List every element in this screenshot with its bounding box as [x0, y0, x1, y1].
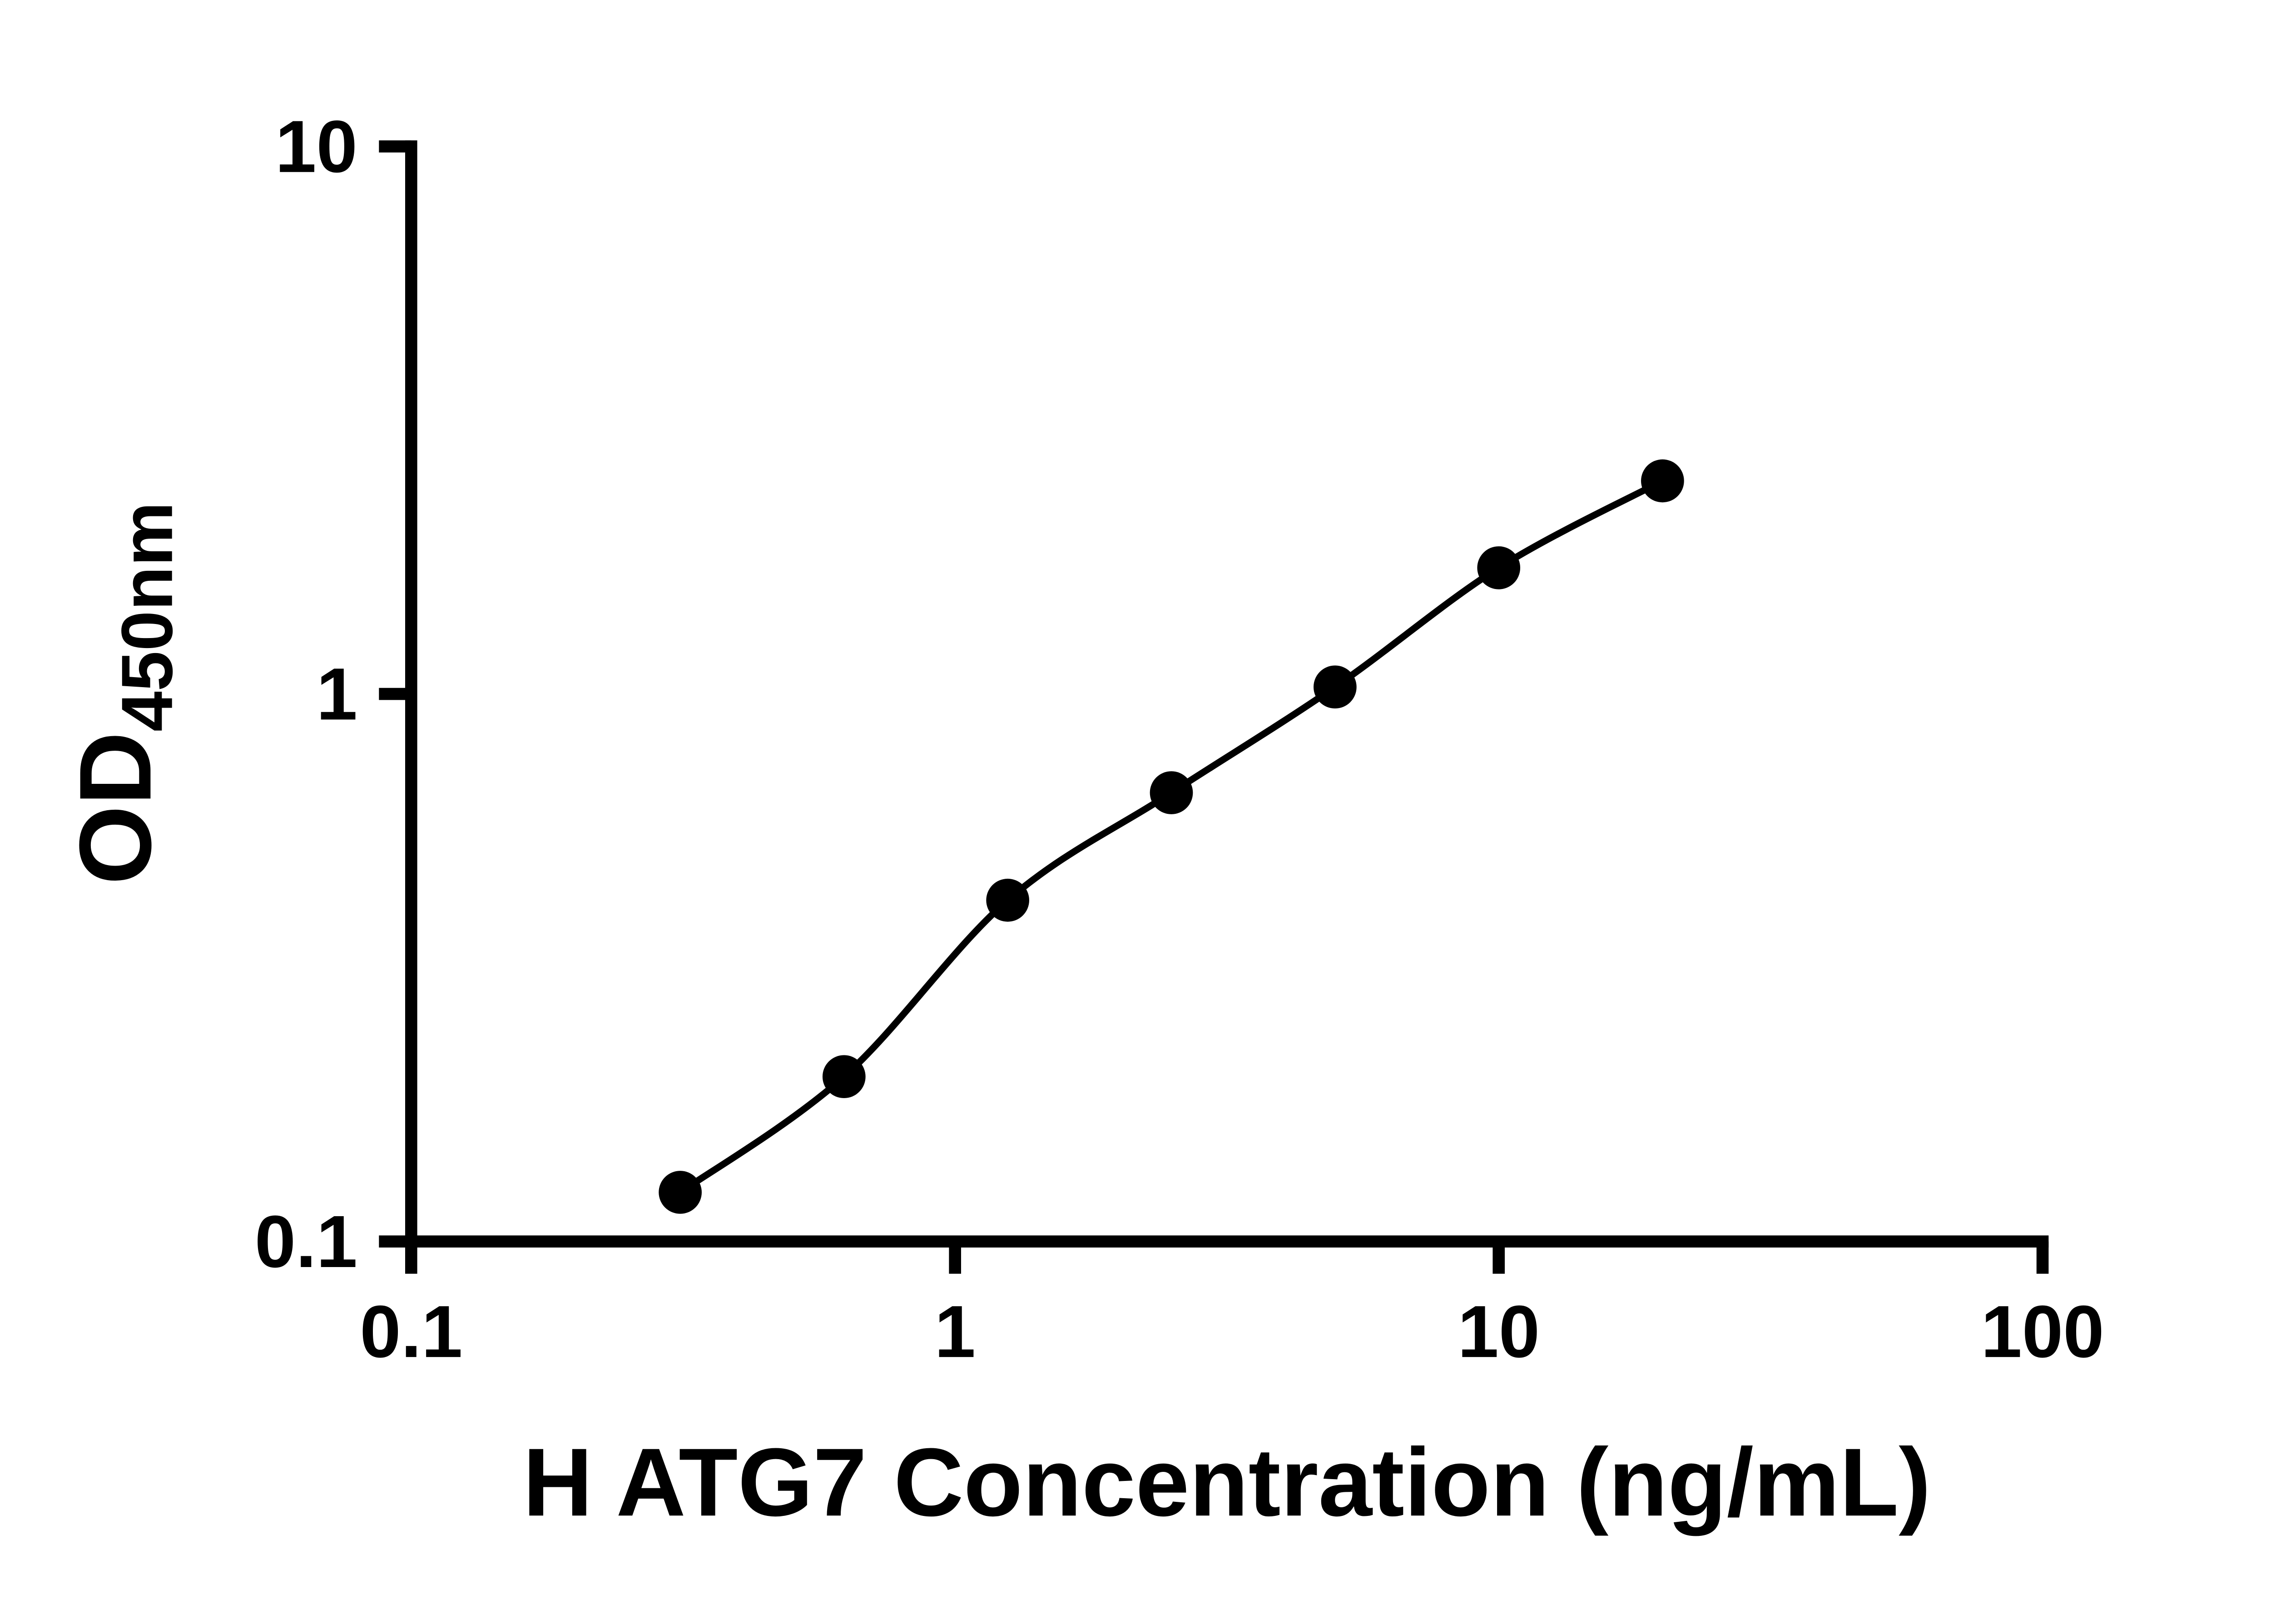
data-point — [1641, 459, 1684, 503]
y-axis-title-sub: 450nm — [106, 502, 188, 732]
data-point — [822, 1055, 866, 1099]
data-point — [659, 1171, 702, 1214]
plot-area: 0.1 1 10 100 0.1 1 10 — [255, 106, 2104, 1373]
y-tick-label: 0.1 — [255, 1201, 357, 1283]
data-point — [1477, 546, 1521, 589]
data-point — [1150, 771, 1193, 814]
data-point — [1314, 665, 1357, 709]
data-point — [986, 878, 1029, 922]
x-tick-label: 10 — [1458, 1291, 1540, 1373]
x-axis-title: H ATG7 Concentration (ng/mL) — [523, 1428, 1931, 1536]
x-tick-label: 100 — [1981, 1291, 2104, 1373]
y-tick-label: 1 — [316, 653, 357, 735]
x-tick-label: 0.1 — [360, 1291, 462, 1373]
y-axis-title-main: OD — [58, 732, 172, 885]
x-tick-label: 1 — [934, 1291, 976, 1373]
y-axis-title: OD450nm — [58, 502, 187, 885]
y-tick-label: 10 — [275, 106, 357, 188]
